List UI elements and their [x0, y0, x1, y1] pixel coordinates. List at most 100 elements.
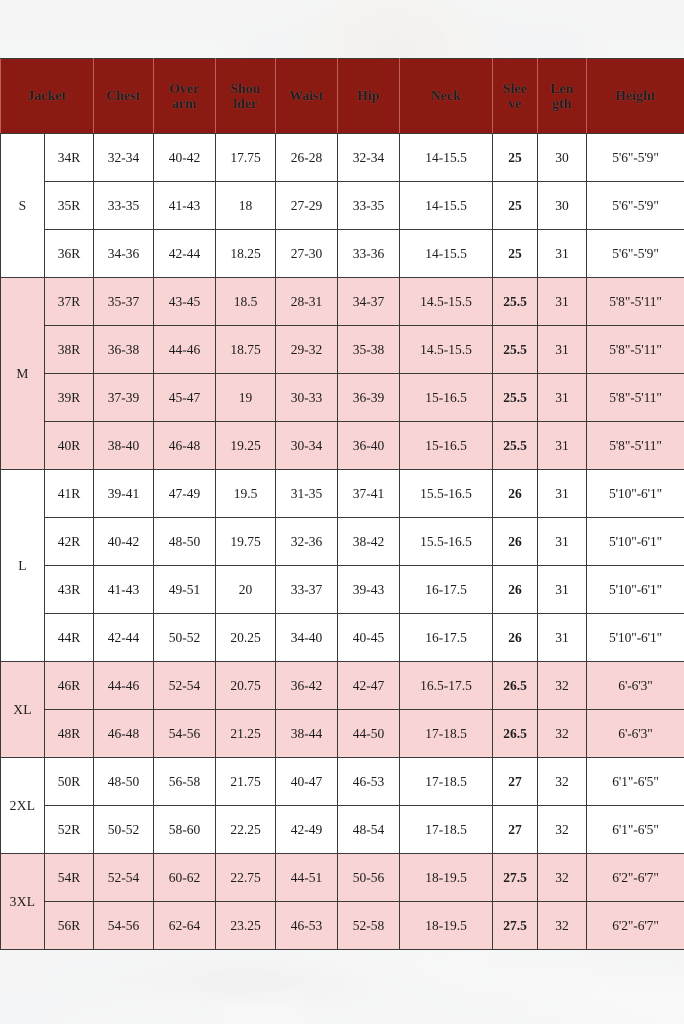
cell-neck: 15-16.5 — [399, 421, 494, 470]
cell-chest: 42-44 — [93, 613, 155, 662]
cell-hip: 33-35 — [337, 181, 401, 230]
cell-sleeve: 27 — [492, 757, 539, 806]
cell-height: 6'1"-6'5" — [586, 757, 684, 806]
header-sleeve: Slee ve — [492, 58, 539, 134]
cell-jacket: 56R — [43, 901, 95, 950]
cell-shoulder: 22.75 — [215, 853, 277, 902]
cell-length: 32 — [537, 805, 588, 854]
cell-hip: 44-50 — [337, 709, 401, 758]
cell-shoulder: 21.25 — [215, 709, 277, 758]
table-header: Jacket Chest Over arm Shou lder Waist Hip … — [0, 58, 684, 134]
cell-length: 32 — [537, 661, 588, 710]
cell-jacket: 41R — [43, 469, 95, 518]
cell-sleeve: 27.5 — [492, 901, 539, 950]
header-jacket: Jacket — [0, 58, 95, 134]
cell-chest: 38-40 — [93, 421, 155, 470]
header-waist: Waist — [275, 58, 339, 134]
cell-over-arm: 42-44 — [153, 229, 217, 278]
cell-over-arm: 54-56 — [153, 709, 217, 758]
cell-waist: 29-32 — [275, 325, 339, 374]
size-group-label-2xl: 2XL — [0, 757, 45, 854]
cell-neck: 14.5-15.5 — [399, 325, 494, 374]
cell-hip: 50-56 — [337, 853, 401, 902]
cell-over-arm: 45-47 — [153, 373, 217, 422]
header-shoulder-label-1: Shou — [230, 80, 261, 96]
cell-jacket: 34R — [43, 133, 95, 182]
cell-chest: 41-43 — [93, 565, 155, 614]
header-chest-label: Chest — [106, 88, 141, 104]
cell-length: 31 — [537, 277, 588, 326]
cell-length: 30 — [537, 181, 588, 230]
cell-chest: 44-46 — [93, 661, 155, 710]
cell-over-arm: 50-52 — [153, 613, 217, 662]
cell-jacket: 43R — [43, 565, 95, 614]
cell-hip: 52-58 — [337, 901, 401, 950]
cell-sleeve: 25 — [492, 133, 539, 182]
cell-shoulder: 19.75 — [215, 517, 277, 566]
cell-jacket: 48R — [43, 709, 95, 758]
cell-shoulder: 20.25 — [215, 613, 277, 662]
cell-hip: 38-42 — [337, 517, 401, 566]
cell-waist: 44-51 — [275, 853, 339, 902]
table-row: 44R 42-44 50-52 20.25 34-40 40-45 16-17.5 26 31 5… — [1, 613, 684, 662]
cell-neck: 17-18.5 — [399, 709, 494, 758]
table-row: S 34R 32-34 40-42 17.75 26-28 32-34 14-15.5 25 30… — [0, 133, 684, 278]
size-group-label-xl: XL — [0, 661, 45, 758]
cell-over-arm: 62-64 — [153, 901, 217, 950]
header-height: Height — [586, 58, 684, 134]
cell-jacket: 42R — [43, 517, 95, 566]
table-row: L 41R 39-41 47-49 19.5 31-35 37-41 15.5-16.5 26 3… — [0, 469, 684, 662]
cell-neck: 18-19.5 — [399, 901, 494, 950]
cell-hip: 36-39 — [337, 373, 401, 422]
header-length-label-2: gth — [552, 96, 572, 111]
cell-over-arm: 48-50 — [153, 517, 217, 566]
table-body: S 34R 32-34 40-42 17.75 26-28 32-34 14-15.5 25 30… — [0, 133, 684, 950]
cell-chest: 46-48 — [93, 709, 155, 758]
cell-sleeve: 26 — [492, 517, 539, 566]
cell-neck: 15.5-16.5 — [399, 517, 494, 566]
cell-over-arm: 47-49 — [153, 469, 217, 518]
cell-sleeve: 25.5 — [492, 277, 539, 326]
header-neck-label: Neck — [430, 88, 462, 104]
cell-waist: 40-47 — [275, 757, 339, 806]
table-row: 56R 54-56 62-64 23.25 46-53 52-58 18-19.5 27.5 3… — [1, 901, 684, 950]
cell-shoulder: 18.75 — [215, 325, 277, 374]
cell-waist: 26-28 — [275, 133, 339, 182]
table-row: 43R 41-43 49-51 20 33-37 39-43 16-17.5 26 31 5'10… — [1, 565, 684, 614]
cell-sleeve: 25 — [492, 229, 539, 278]
size-chart-table-container: Jacket Chest Over arm Shou lder Waist Hip … — [0, 58, 684, 950]
table-row: 42R 40-42 48-50 19.75 32-36 38-42 15.5-16.5 26 3… — [1, 517, 684, 566]
cell-hip: 46-53 — [337, 757, 401, 806]
cell-over-arm: 43-45 — [153, 277, 217, 326]
cell-shoulder: 18 — [215, 181, 277, 230]
cell-jacket: 37R — [43, 277, 95, 326]
cell-height: 5'10"-6'1" — [586, 517, 684, 566]
header-waist-label: Waist — [289, 88, 324, 104]
cell-length: 31 — [537, 373, 588, 422]
cell-jacket: 36R — [43, 229, 95, 278]
cell-over-arm: 41-43 — [153, 181, 217, 230]
cell-over-arm: 46-48 — [153, 421, 217, 470]
table-row: 3XL 54R 52-54 60-62 22.75 44-51 50-56 18-19.5 27… — [0, 853, 684, 950]
cell-height: 5'6"-5'9" — [586, 229, 684, 278]
cell-shoulder: 18.25 — [215, 229, 277, 278]
cell-neck: 16-17.5 — [399, 565, 494, 614]
cell-neck: 16.5-17.5 — [399, 661, 494, 710]
cell-sleeve: 26 — [492, 565, 539, 614]
cell-height: 5'10"-6'1" — [586, 469, 684, 518]
cell-length: 31 — [537, 613, 588, 662]
cell-length: 32 — [537, 853, 588, 902]
cell-height: 6'-6'3" — [586, 661, 684, 710]
size-group-label-s: S — [0, 133, 45, 278]
cell-height: 6'1"-6'5" — [586, 805, 684, 854]
cell-hip: 40-45 — [337, 613, 401, 662]
cell-shoulder: 22.25 — [215, 805, 277, 854]
cell-length: 31 — [537, 421, 588, 470]
cell-neck: 15.5-16.5 — [399, 469, 494, 518]
cell-chest: 33-35 — [93, 181, 155, 230]
header-sleeve-label-1: Slee — [502, 80, 528, 96]
cell-jacket: 38R — [43, 325, 95, 374]
cell-over-arm: 44-46 — [153, 325, 217, 374]
cell-length: 31 — [537, 517, 588, 566]
